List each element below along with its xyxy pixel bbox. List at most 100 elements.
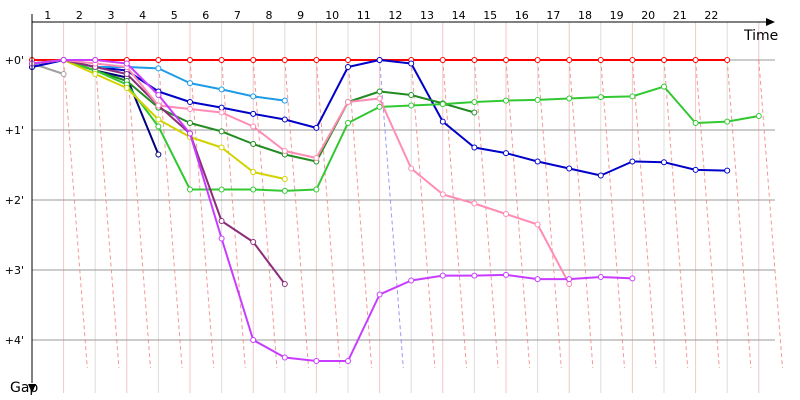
y-axis-title: Gap: [10, 380, 38, 396]
data-point: [534, 96, 541, 103]
data-point: [408, 92, 415, 98]
lap-marker-line: [695, 59, 720, 369]
x-tick-label: 2: [76, 9, 83, 22]
data-point: [218, 235, 225, 242]
data-point: [597, 94, 604, 101]
data-point: [250, 169, 257, 175]
x-tick-label: 22: [704, 9, 718, 22]
lap-marker-line: [379, 59, 404, 369]
data-point: [155, 102, 162, 109]
lap-marker-line: [631, 59, 657, 369]
data-point: [408, 165, 415, 172]
y-tick-labels: +0' +1' +2' +3' +4': [5, 54, 24, 347]
data-point: [218, 128, 225, 135]
lap-marker-line: [600, 59, 625, 369]
data-point: [345, 99, 351, 105]
data-point: [503, 97, 509, 104]
x-tick-label: 16: [515, 9, 529, 22]
data-point: [187, 186, 193, 193]
data-point: [155, 65, 162, 72]
x-tick-labels: 1 2 3 4 5 6 7 8 9 10 11 12 13 14 15 16 17 18 19 20 21 22: [44, 9, 718, 22]
data-point: [534, 221, 541, 228]
data-point: [187, 106, 193, 112]
x-tick-label: 14: [452, 9, 466, 22]
data-point: [503, 271, 509, 278]
y-tick-label: +3': [5, 264, 24, 277]
lap-marker-line: [157, 59, 183, 369]
x-tick-label: 1: [44, 9, 51, 22]
data-point: [281, 116, 288, 123]
data-point: [281, 97, 288, 104]
data-point: [471, 57, 478, 63]
data-point: [376, 291, 383, 298]
data-point: [755, 113, 762, 119]
lap-marker-line: [284, 59, 309, 369]
lap-markers: [63, 59, 783, 369]
data-point: [376, 103, 383, 110]
data-point: [534, 57, 541, 63]
data-point: [439, 101, 446, 108]
lap-marker-line: [126, 59, 151, 369]
data-point: [313, 155, 320, 161]
lap-marker-line: [347, 59, 373, 369]
lap-marker-line: [221, 59, 246, 369]
data-point: [471, 272, 478, 279]
data-point: [313, 358, 320, 364]
data-point: [313, 57, 320, 63]
y-tick-label: +4': [5, 334, 24, 347]
data-point: [534, 158, 541, 165]
data-point: [408, 277, 415, 284]
data-point: [597, 172, 604, 179]
data-point: [313, 186, 320, 193]
data-point: [218, 86, 225, 93]
data-point: [345, 358, 351, 364]
axes: [28, 14, 775, 393]
x-tick-label: 3: [108, 9, 115, 22]
data-point: [471, 109, 478, 116]
x-tick-label: 17: [546, 9, 560, 22]
data-point: [376, 57, 383, 63]
x-tick-label: 7: [234, 9, 241, 22]
lap-marker-line: [663, 59, 689, 369]
series-line: [31, 59, 759, 192]
data-point: [503, 57, 509, 63]
y-tick-label: +1': [5, 124, 24, 137]
x-tick-label: 5: [171, 9, 178, 22]
data-point: [503, 211, 509, 217]
y-tick-label: +2': [5, 194, 24, 207]
data-point: [629, 158, 636, 165]
data-point: [218, 109, 225, 116]
x-tick-label: 19: [610, 9, 624, 22]
x-tick-label: 13: [420, 9, 434, 22]
data-point: [123, 60, 130, 67]
x-tick-label: 18: [578, 9, 592, 22]
data-point: [218, 218, 225, 224]
data-point: [661, 159, 667, 166]
data-point: [313, 124, 320, 131]
data-point: [187, 57, 193, 63]
data-point: [155, 123, 162, 130]
data-point: [250, 93, 257, 100]
data-point: [187, 80, 193, 87]
data-point: [566, 165, 573, 172]
y-tick-label: +0': [5, 54, 24, 67]
data-point: [60, 57, 67, 63]
data-point: [439, 118, 446, 125]
data-point: [692, 57, 699, 63]
data-point: [155, 57, 162, 63]
lap-marker-line: [568, 59, 594, 369]
data-point: [250, 337, 257, 343]
data-point: [281, 354, 288, 361]
data-point: [187, 130, 193, 137]
data-point: [534, 276, 541, 283]
data-point: [155, 151, 162, 158]
data-point: [250, 239, 257, 245]
data-point: [187, 120, 193, 126]
data-point: [566, 57, 573, 63]
data-point: [281, 187, 288, 194]
data-point: [661, 57, 667, 63]
data-point: [471, 99, 478, 105]
data-point: [566, 95, 573, 102]
data-point: [250, 186, 257, 193]
lap-marker-line: [63, 59, 88, 369]
